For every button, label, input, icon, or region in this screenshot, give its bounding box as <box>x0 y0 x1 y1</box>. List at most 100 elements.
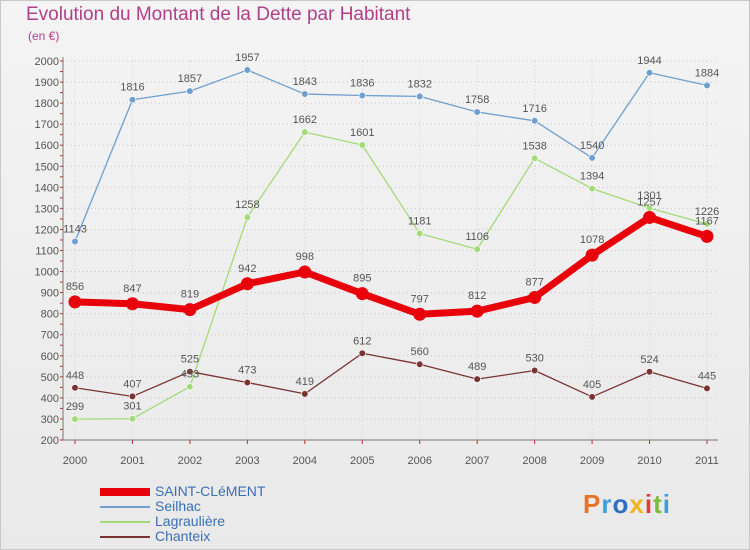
data-point <box>643 210 657 224</box>
data-point <box>413 307 427 321</box>
data-point <box>416 229 424 238</box>
data-point <box>186 367 194 376</box>
y-tick-label: 500 <box>41 372 59 384</box>
data-label: 1716 <box>522 103 546 115</box>
data-label: 1394 <box>580 171 604 183</box>
logo-letter: t <box>653 489 663 519</box>
data-label: 1078 <box>580 234 604 246</box>
data-label: 1167 <box>695 215 719 227</box>
data-point <box>358 91 366 100</box>
legend-item: Seilhac <box>100 498 400 516</box>
y-tick-label: 1200 <box>35 224 59 236</box>
data-point <box>243 378 251 387</box>
x-tick-label: 2010 <box>637 455 661 467</box>
data-point <box>473 108 481 116</box>
data-label: 1601 <box>350 127 374 139</box>
legend-swatch <box>100 488 150 496</box>
data-label: 812 <box>468 290 486 302</box>
legend-item: SAINT-CLéMENT <box>100 483 400 501</box>
data-point <box>243 213 251 221</box>
y-tick-label: 700 <box>41 330 59 342</box>
legend-label: Seilhac <box>155 498 201 514</box>
data-point <box>301 90 309 98</box>
data-label: 1106 <box>465 231 489 243</box>
data-point <box>128 415 137 423</box>
data-label: 1662 <box>293 114 317 126</box>
data-point <box>186 87 194 95</box>
legend-swatch <box>100 536 150 538</box>
legend-item: Chanteix <box>100 528 400 546</box>
data-label: 448 <box>66 370 84 382</box>
data-point <box>588 184 596 193</box>
legend-swatch <box>100 506 150 508</box>
legend-label: SAINT-CLéMENT <box>155 483 266 499</box>
y-tick-label: 400 <box>41 393 59 405</box>
logo-letter: i <box>662 489 671 519</box>
data-point <box>700 229 714 243</box>
x-tick-label: 2011 <box>695 455 719 467</box>
data-point <box>298 265 312 279</box>
data-point <box>71 237 79 246</box>
data-point <box>531 366 539 375</box>
data-label: 1181 <box>408 215 432 227</box>
data-label: 895 <box>353 273 371 285</box>
series-seilhac <box>71 66 711 246</box>
data-label: 525 <box>181 354 199 366</box>
data-label: 1957 <box>235 52 259 64</box>
data-point <box>301 128 309 136</box>
data-point <box>125 297 139 311</box>
data-point <box>240 277 254 291</box>
data-label: 819 <box>181 289 199 301</box>
x-tick-label: 2008 <box>522 455 546 467</box>
x-tick-label: 2000 <box>63 455 87 467</box>
data-point <box>473 375 481 383</box>
y-tick-label: 1800 <box>35 98 59 110</box>
series-line <box>71 213 711 318</box>
x-tick-label: 2004 <box>293 455 317 467</box>
logo-letter: P <box>583 489 602 519</box>
legend-item: Lagraulière <box>100 513 400 531</box>
data-label: 942 <box>238 263 256 275</box>
legend-swatch <box>100 521 150 523</box>
data-label: 612 <box>353 335 371 347</box>
series-saint-cl-ment <box>68 210 714 321</box>
legend-label: Chanteix <box>155 528 211 544</box>
y-tick-label: 2000 <box>35 56 59 68</box>
x-tick-label: 2003 <box>235 455 259 467</box>
series-layer <box>68 66 714 423</box>
data-labels: 448 407 525 473 419 612 560 489 530 405 524 445 299 3… <box>63 52 719 413</box>
data-point <box>128 96 137 104</box>
data-point <box>585 248 599 262</box>
data-label: 1538 <box>522 140 546 152</box>
data-point <box>703 384 711 393</box>
data-point <box>645 368 654 376</box>
y-tick-label: 800 <box>41 309 59 321</box>
data-label: 301 <box>123 401 141 413</box>
data-label: 1843 <box>293 76 317 88</box>
y-tick-label: 900 <box>41 288 59 300</box>
data-point <box>71 415 79 423</box>
data-label: 856 <box>66 281 84 293</box>
x-tick-label: 2005 <box>350 455 374 467</box>
legend-label: Lagraulière <box>155 513 226 529</box>
data-label: 1944 <box>637 55 661 67</box>
data-label: 407 <box>123 378 141 390</box>
data-label: 797 <box>411 293 429 305</box>
logo-letter: o <box>612 489 630 519</box>
data-label: 998 <box>296 251 314 263</box>
x-tick-label: 2009 <box>580 455 604 467</box>
y-tick-label: 200 <box>41 435 59 447</box>
y-tick-label: 1900 <box>35 77 59 89</box>
data-point <box>416 92 424 100</box>
data-label: 1816 <box>120 82 144 94</box>
data-point <box>243 66 251 74</box>
data-point <box>470 304 484 318</box>
data-label: 1258 <box>235 199 259 211</box>
y-tick-label: 600 <box>41 351 59 363</box>
data-point <box>416 360 424 368</box>
data-label: 419 <box>296 376 314 388</box>
series-line <box>74 131 708 420</box>
data-label: 1257 <box>637 196 661 208</box>
series-chanteix <box>71 349 711 401</box>
data-label: 489 <box>468 361 486 373</box>
